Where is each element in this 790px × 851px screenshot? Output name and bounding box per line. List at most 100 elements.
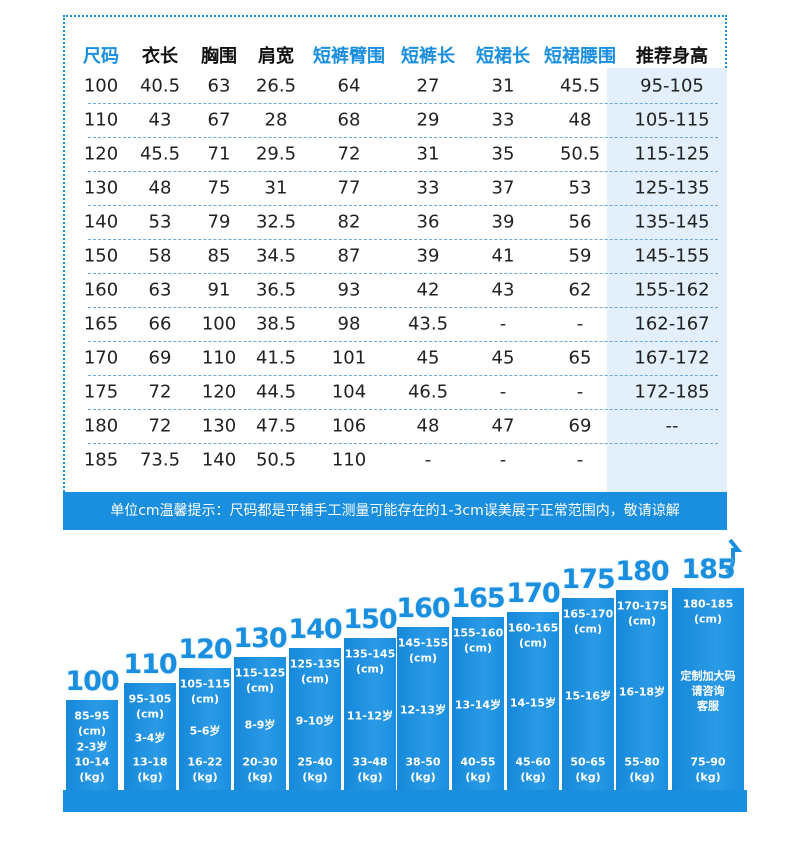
height-unit: (cm) [627, 614, 657, 628]
header-cell: 胸围 [201, 46, 237, 67]
table-cell: 45 [491, 347, 515, 369]
height-unit: (cm) [245, 681, 275, 695]
table-cell: 170 [83, 347, 119, 369]
height-range: 165-170 [562, 607, 614, 621]
table-cell: - [499, 449, 507, 471]
weight-range: 38-50 [405, 755, 441, 769]
size-number: 175 [561, 564, 615, 595]
table-cell: 50.5 [559, 143, 601, 165]
size-bar [344, 638, 396, 790]
size-number: 140 [288, 614, 342, 645]
table-cell: 82 [337, 211, 361, 233]
table-cell: 91 [207, 279, 231, 301]
weight-unit: (kg) [520, 770, 546, 784]
row-divider [88, 137, 718, 138]
weight-unit: (kg) [357, 770, 383, 784]
table-cell: - [576, 381, 584, 403]
table-cell: 42 [416, 279, 440, 301]
age: 12-13岁 [399, 703, 447, 717]
row-divider [88, 273, 718, 274]
height-range: 135-145 [344, 647, 396, 661]
height-range: 180-185 [682, 597, 734, 611]
size-bar [124, 683, 176, 790]
row-divider [88, 103, 718, 104]
weight-range: 20-30 [242, 755, 278, 769]
table-cell: 167-172 [634, 347, 710, 369]
age: 15-16岁 [564, 689, 612, 702]
table-cell: 33 [491, 109, 515, 131]
height-unit: (cm) [408, 651, 438, 665]
header-cell: 短裙腰围 [544, 46, 616, 67]
table-cell: 180 [83, 415, 119, 437]
table-cell: 66 [148, 313, 172, 335]
weight-unit: (kg) [575, 770, 601, 784]
table-cell: 72 [337, 143, 361, 165]
row-divider [88, 171, 718, 172]
table-cell: 87 [337, 245, 361, 267]
height-range: 125-135 [289, 657, 341, 671]
table-cell: 43 [148, 109, 172, 131]
table-cell: 120 [201, 381, 237, 403]
height-range: 170-175 [616, 599, 668, 613]
table-cell: 36.5 [255, 279, 297, 301]
table-cell: 65 [568, 347, 592, 369]
table-cell: - [499, 313, 507, 335]
weight-unit: (kg) [192, 770, 218, 784]
table-cell: 106 [331, 415, 367, 437]
table-cell: 48 [148, 177, 172, 199]
size-number: 160 [396, 593, 450, 624]
table-cell: 44.5 [255, 381, 297, 403]
table-cell: 45.5 [559, 75, 601, 97]
age: 9-10岁 [295, 714, 335, 727]
table-cell: 68 [337, 109, 361, 131]
header-cell: 衣长 [142, 46, 178, 67]
height-unit: (cm) [300, 672, 330, 686]
table-cell: 40.5 [139, 75, 181, 97]
table-cell: 100 [83, 75, 119, 97]
weight-range: 45-60 [515, 755, 551, 769]
size-bar [562, 598, 614, 790]
size-number: 165 [451, 583, 505, 614]
size-bar [452, 617, 504, 790]
table-cell: 35 [491, 143, 515, 165]
table-cell: 100 [201, 313, 237, 335]
size-bar [397, 627, 449, 790]
table-cell: 39 [491, 211, 515, 233]
height-unit: (cm) [573, 622, 603, 636]
weight-unit: (kg) [629, 770, 655, 784]
header-cell: 短裤臂围 [313, 46, 385, 67]
table-cell: 36 [416, 211, 440, 233]
height-unit: (cm) [190, 692, 220, 706]
height-unit: (cm) [355, 662, 385, 676]
table-cell: 41 [491, 245, 515, 267]
row-divider [88, 307, 718, 308]
table-cell: 175 [83, 381, 119, 403]
table-cell: 110 [83, 109, 119, 131]
table-cell: 64 [337, 75, 361, 97]
table-cell: 79 [207, 211, 231, 233]
weight-range: 50-65 [570, 755, 606, 769]
table-cell: 32.5 [255, 211, 297, 233]
table-cell: 48 [416, 415, 440, 437]
table-cell: 125-135 [634, 177, 710, 199]
table-cell: 63 [148, 279, 172, 301]
weight-unit: (kg) [695, 770, 721, 784]
size-bar [672, 588, 744, 790]
table-cell: 45 [416, 347, 440, 369]
height-range: 115-125 [234, 666, 286, 680]
table-cell: 29.5 [255, 143, 297, 165]
table-cell: 27 [416, 75, 440, 97]
table-cell: 69 [148, 347, 172, 369]
table-cell: 165 [83, 313, 119, 335]
height-unit: (cm) [135, 707, 165, 721]
size-bar [507, 612, 559, 790]
table-cell: 135-145 [634, 211, 710, 233]
table-cell: 37 [491, 177, 515, 199]
size-number: 100 [65, 666, 119, 697]
height-range: 95-105 [128, 692, 172, 706]
weight-range: 10-14 [74, 755, 110, 769]
table-cell: 95-105 [640, 75, 704, 97]
height-unit: (cm) [693, 612, 723, 626]
table-cell: 140 [83, 211, 119, 233]
